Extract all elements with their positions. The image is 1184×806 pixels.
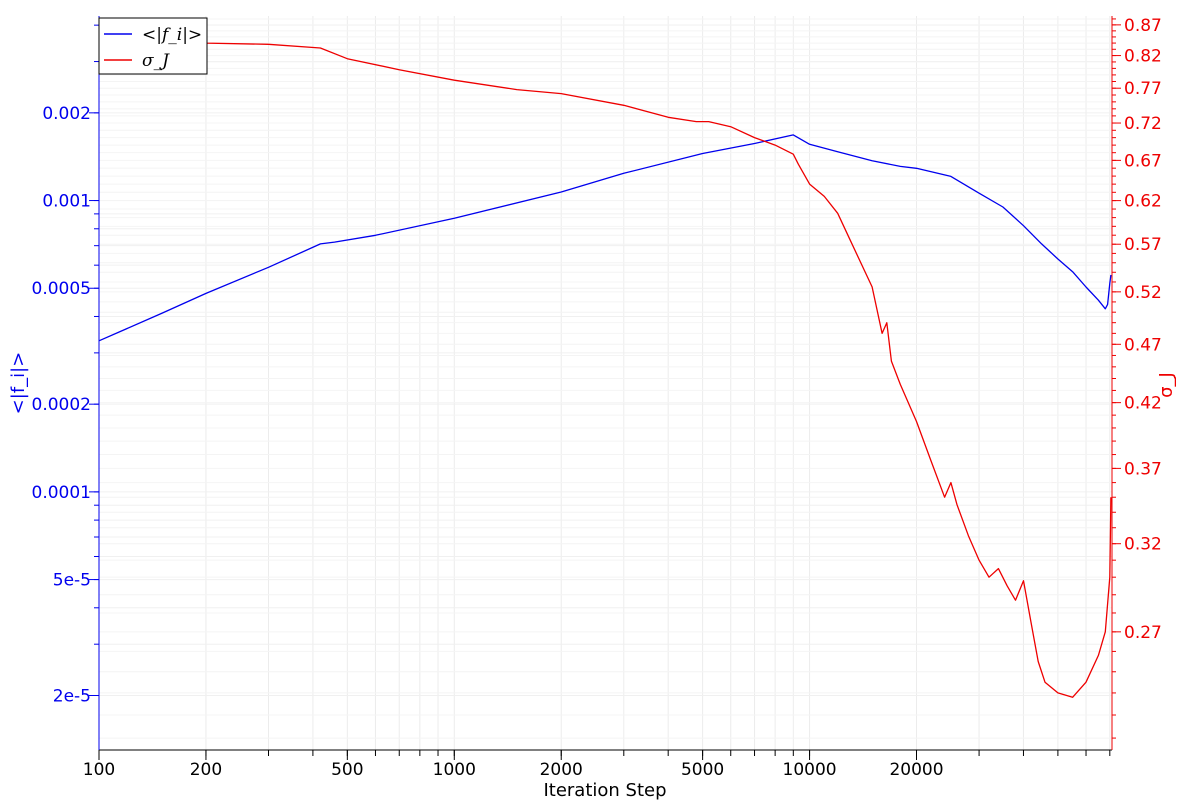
y-right-tick-label: 0.57	[1124, 235, 1162, 255]
y-right-tick-label: 0.77	[1124, 79, 1162, 99]
series-layer	[98, 35, 1112, 698]
axes-layer: 100 200 500 1000 2000 5000 10000 20000 0.002 0.00…	[32, 16, 1162, 780]
y-right-tick-label: 0.47	[1124, 335, 1162, 355]
y-right-tick-label: 0.87	[1124, 16, 1162, 36]
legend: <|f_i|> σ_J	[98, 17, 208, 75]
y-left-tick-label: 0.002	[42, 104, 91, 124]
series-sigma-j-line	[98, 35, 1112, 698]
x-tick-label: 200	[190, 760, 222, 780]
y-left-tick-label: 0.0005	[32, 279, 91, 299]
legend-label-sigma: σ_J	[142, 51, 170, 71]
y-right-tick-label: 0.32	[1124, 535, 1162, 555]
grid-lines	[98, 16, 1112, 750]
x-tick-label: 5000	[681, 760, 724, 780]
y-left-tick-label: 0.0002	[32, 395, 91, 415]
y-right-axis-label: σ_J	[1156, 372, 1177, 398]
y-left-tick-label: 0.0001	[32, 483, 91, 503]
y-right-tick-label: 0.62	[1124, 192, 1162, 212]
x-tick-label: 1000	[433, 760, 476, 780]
y-right-tick-label: 0.52	[1124, 283, 1162, 303]
y-left-tick-label: 5e-5	[53, 571, 91, 591]
y-right-tick-label: 0.27	[1124, 623, 1162, 643]
x-tick-label: 500	[331, 760, 363, 780]
y-left-axis-label: <|f_i|>	[8, 352, 29, 415]
y-right-tick-label: 0.82	[1124, 47, 1162, 67]
y-right-tick-label: 0.67	[1124, 151, 1162, 171]
y-right-tick-label: 0.37	[1124, 459, 1162, 479]
legend-box	[98, 17, 208, 75]
y-right-tick-label: 0.72	[1124, 114, 1162, 134]
x-tick-label: 10000	[783, 760, 837, 780]
x-axis-label: Iteration Step	[543, 780, 666, 801]
x-tick-label: 2000	[540, 760, 583, 780]
y-left-tick-label: 0.001	[42, 192, 91, 212]
x-tick-label: 20000	[889, 760, 943, 780]
x-tick-label: 100	[83, 760, 115, 780]
y-left-tick-label: 2e-5	[53, 686, 91, 706]
y-right-tick-label: 0.42	[1124, 394, 1162, 414]
legend-label-f: <|f_i|>	[142, 25, 202, 45]
series-f-line	[98, 134, 1112, 342]
